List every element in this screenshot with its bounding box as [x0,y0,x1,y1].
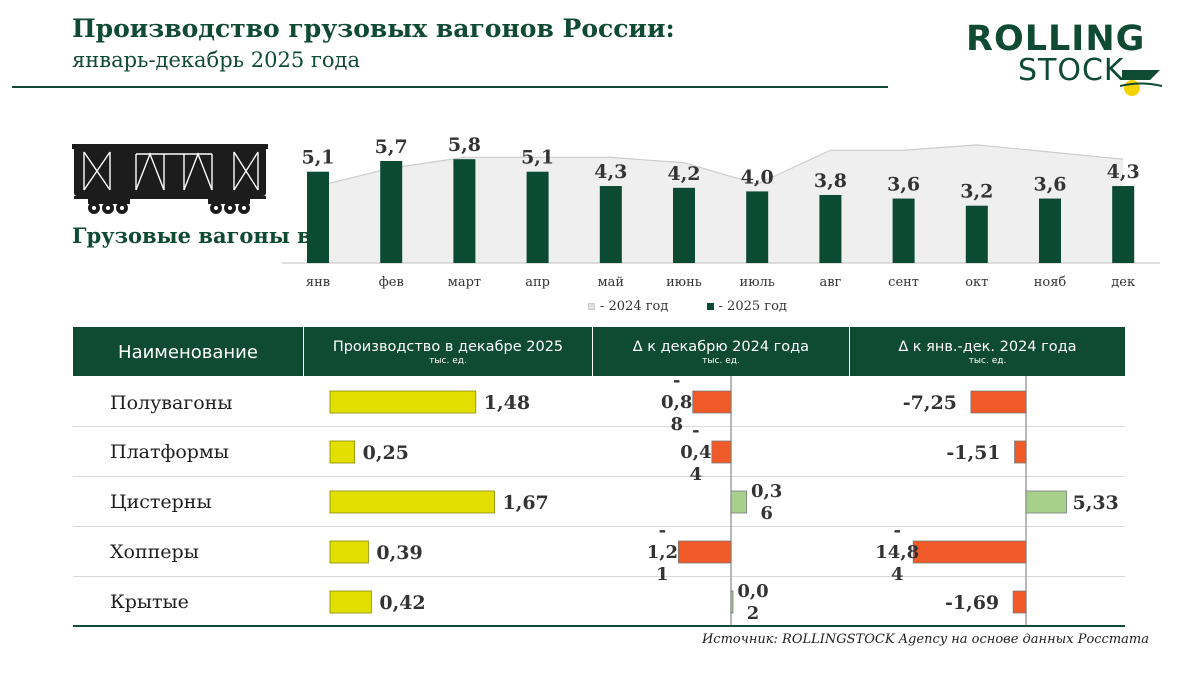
title-divider [12,86,888,88]
page-subtitle: январь-декабрь 2025 года [72,48,360,72]
header-name: Наименование [118,342,258,363]
data-label-июль: 4,0 [741,166,774,188]
data-label-дек: 4,3 [1107,161,1140,183]
delta-dec-bar-row-5 [730,590,734,614]
row-name-platformy: Платформы [110,441,229,463]
data-label-июнь: 4,2 [667,163,700,185]
data-label-фев: 5,7 [375,136,408,158]
legend-label-2025: - 2025 год [718,299,787,314]
delta-dec-bar-row-3 [730,490,748,514]
line-2024 [317,144,1124,187]
delta-dec-label-row-3: 0,3 6 [751,481,782,524]
row-divider [73,426,1125,427]
tick-label-май: май [598,275,625,290]
legend-swatch-2025 [706,303,714,310]
delta-year-label-row-2: -1,51 [946,442,1000,464]
tick-label-фев: фев [379,275,404,290]
tick-label-июль: июль [740,275,775,290]
header-delta-dec: ∆ к декабрю 2024 года тыс. ед. [632,339,810,366]
production-label-row-4: 0,39 [376,542,422,564]
delta-dec-label-row-5: 0,0 2 [737,581,768,624]
legend-swatch-2024 [588,303,595,310]
row-name-polyvagony: Полувагоны [110,392,233,414]
delta-year-bar-row-4 [912,540,1027,564]
data-label-авг: 3,8 [814,170,847,192]
bar-2025-апр [526,171,549,263]
logo-text-rolling: ROLLING [966,19,1146,59]
table-bottom-rule [73,625,1125,627]
production-label-row-5: 0,42 [379,592,425,614]
data-label-сент: 3,6 [887,174,920,196]
data-label-янв: 5,1 [301,147,334,169]
production-bar-row-5 [329,590,372,614]
row-divider [73,576,1125,577]
delta-year-label-row-1: -7,25 [903,392,957,414]
tick-label-дек: дек [1111,275,1135,290]
freight-wagon-icon [72,144,268,214]
data-label-апр: 5,1 [521,147,554,169]
production-bar-row-2 [329,440,356,464]
delta-year-label-row-5: -1,69 [945,592,999,614]
production-bar-row-3 [329,490,495,514]
bar-2025-май [599,186,622,263]
tick-label-окт: окт [965,275,988,290]
production-bar-row-4 [329,540,369,564]
data-label-окт: 3,2 [960,181,993,203]
bar-2025-июнь [673,187,695,263]
source-note: Источник: ROLLINGSTOCK Agency на основе … [701,632,1149,647]
data-label-май: 4,3 [594,161,627,183]
table-bars: 1,48 -0,8 8 -7,25 0,25 -0,4 4 -1,51 1,67 0,3 6 5,33… [329,376,1119,625]
caption-unit: , тыс. ед. [364,224,464,248]
delta-dec-bar-row-4 [677,540,732,564]
delta-dec-label-row-2: -0,4 4 [680,420,711,485]
row-name-hoppery: Хопперы [110,541,199,563]
chart-caption: Грузовые вагоны всего, тыс. ед. [72,222,464,250]
rollingstock-logo: ROLLING STOCK [962,20,1162,96]
bar-2025-сент [892,198,915,263]
logo-train-icon [1120,70,1162,96]
production-label-row-2: 0,25 [363,442,409,464]
table-header: Наименование Производство в декабре 2025… [73,327,1125,376]
delta-year-bar-row-5 [1012,590,1027,614]
delta-year-label-row-3: 5,33 [1073,492,1119,514]
production-bar-row-1 [329,390,477,414]
row-name-cisterny: Цистерны [110,491,212,513]
tick-label-апр: апр [525,275,550,290]
delta-dec-bar-row-2 [711,440,732,464]
tick-label-сент: сент [888,275,919,290]
delta-year-bar-row-2 [1014,440,1027,464]
row-divider [73,526,1125,527]
header-production: Производство в декабре 2025 тыс. ед. [332,339,564,366]
bar-2025-нояб [1039,198,1061,263]
bar-2025-авг [819,194,842,263]
data-label-март: 5,8 [448,134,481,156]
delta-year-bar-row-3 [1025,490,1067,514]
header-delta-year: ∆ к янв.-дек. 2024 года тыс. ед. [898,339,1077,366]
tick-label-янв: янв [306,275,330,290]
tick-label-июнь: июнь [666,275,702,290]
delta-dec-label-row-1: -0,8 8 [661,376,692,435]
chart-legend: - 2024 год - 2025 год [588,299,787,314]
tick-label-нояб: нояб [1034,275,1067,290]
row-name-krytye: Крытые [110,591,189,613]
data-label-нояб: 3,6 [1033,174,1066,196]
tick-label-авг: авг [819,275,841,290]
delta-year-bar-row-1 [970,390,1027,414]
tick-label-март: март [448,275,481,290]
delta-year-label-row-4: -14,8 4 [875,520,919,585]
logo-text-stock: STOCK [1018,53,1125,88]
production-label-row-1: 1,48 [484,392,530,414]
bar-2025-июль [746,191,769,263]
bar-2025-окт [965,205,988,263]
page-title: Производство грузовых вагонов России: [72,14,675,43]
caption-bold: Грузовые вагоны всего [72,223,365,248]
production-label-row-3: 1,67 [502,492,548,514]
row-divider [73,476,1125,477]
bar-2025-дек [1112,186,1135,263]
legend-label-2024: - 2024 год [600,299,669,314]
delta-dec-label-row-4: -1,2 1 [647,520,678,585]
delta-dec-bar-row-1 [692,390,732,414]
